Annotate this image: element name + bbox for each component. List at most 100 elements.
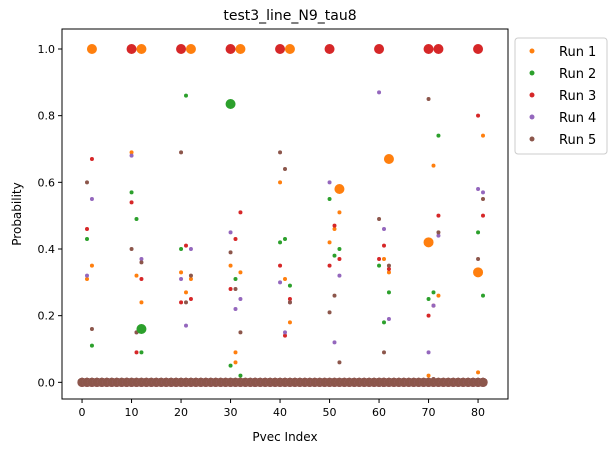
run-3-point (85, 227, 89, 231)
run-3-large-point (473, 44, 484, 54)
run-3-large-point (324, 44, 335, 54)
y-tick-label: 0.6 (38, 176, 56, 189)
run-2-point (238, 373, 243, 378)
run-3-large-point (374, 44, 385, 54)
run-2-point (228, 363, 233, 368)
x-tick-label: 20 (174, 406, 188, 419)
run-1-large-point (284, 44, 295, 54)
run-4-point (481, 190, 485, 195)
x-tick-label: 60 (372, 406, 386, 419)
run-1-large-point (473, 267, 484, 278)
run-4-point (188, 247, 193, 251)
run-2-point (233, 277, 238, 281)
run-3-point (481, 213, 485, 218)
y-tick-label: 0.2 (38, 310, 56, 323)
run-4-point (238, 297, 243, 301)
legend-marker (529, 70, 535, 76)
run-4-point (436, 233, 441, 238)
run-1-point (233, 350, 238, 355)
run-1-point (85, 277, 89, 281)
x-tick-label: 50 (323, 406, 337, 419)
run-4-point (129, 153, 134, 158)
run-1-point (238, 270, 243, 275)
baseline-point (478, 377, 488, 387)
run-3-point (337, 257, 342, 261)
run-2-point (382, 320, 386, 325)
run-4-point (386, 317, 391, 321)
run-2-point (377, 263, 382, 268)
run-1-point (188, 277, 193, 281)
run-5-point (233, 287, 238, 291)
run-3-point (278, 263, 283, 268)
run-3-large-point (423, 44, 434, 54)
run-3-point (377, 257, 382, 261)
legend-marker (529, 92, 535, 98)
run-3-large-point (225, 44, 236, 54)
run-3-point (238, 210, 243, 215)
run-3-large-point (275, 44, 286, 54)
run-4-point (139, 257, 144, 261)
run-2-point (426, 297, 431, 301)
y-tick-label: 0.0 (38, 376, 56, 389)
run-4-point (382, 227, 386, 231)
run-2-point (184, 93, 188, 98)
run-5-point (377, 217, 382, 221)
run-4-point (278, 280, 283, 285)
run-5-point (431, 377, 436, 381)
legend-marker (529, 48, 535, 54)
run-4-point (283, 330, 287, 335)
run-4-point (476, 187, 481, 191)
run-2-point (89, 343, 94, 348)
run-2-point (85, 237, 89, 241)
run-5-point (85, 180, 89, 185)
legend-label: Run 2 (559, 67, 596, 82)
run-2-point (327, 197, 332, 201)
run-5-point (287, 300, 292, 305)
run-1-point (89, 263, 94, 268)
run-3-point (228, 287, 233, 291)
run-1-point (278, 180, 283, 185)
run-4-point (337, 273, 342, 278)
run-2-point (283, 237, 287, 241)
run-1-large-point (334, 184, 345, 194)
legend-box (514, 37, 608, 155)
run-2-point (129, 190, 134, 195)
run-1-point (382, 257, 386, 261)
run-1-point (283, 277, 287, 281)
run-3-point (426, 313, 431, 318)
run-1-point (179, 270, 184, 275)
run-1-point (287, 320, 292, 325)
run-2-point (476, 230, 481, 235)
run-2-large-point (136, 324, 147, 334)
run-5-point (228, 250, 233, 255)
y-tick-label: 1.0 (38, 43, 56, 56)
run-2-point (179, 247, 184, 251)
run-3-point (283, 333, 287, 338)
run-5-point (179, 150, 184, 155)
run-4-point (184, 323, 188, 328)
run-2-point (386, 290, 391, 295)
run-1-point (327, 240, 332, 245)
legend-marker (529, 114, 535, 120)
x-axis: 0 10 20 30 40 50 60 70 80 (79, 399, 485, 419)
run-1-point (386, 270, 391, 275)
run-5-point (337, 360, 342, 365)
run-1-point (436, 293, 441, 298)
run-2-point (436, 133, 441, 138)
run-1-large-point (86, 44, 97, 54)
run-3-point (287, 297, 292, 301)
run-1-point (139, 300, 144, 305)
run-4-point (179, 277, 184, 281)
run-2-point (332, 253, 337, 258)
plot-frame (61, 28, 509, 400)
run-2-point (431, 290, 436, 295)
run-5-point (481, 197, 485, 201)
run-5-point (184, 300, 188, 305)
run-4-point (431, 303, 436, 308)
run-3-point (436, 213, 441, 218)
run-1-large-point (235, 44, 246, 54)
run-5-point (283, 167, 287, 171)
x-tick-label: 70 (422, 406, 436, 419)
run-1-point (228, 263, 233, 268)
